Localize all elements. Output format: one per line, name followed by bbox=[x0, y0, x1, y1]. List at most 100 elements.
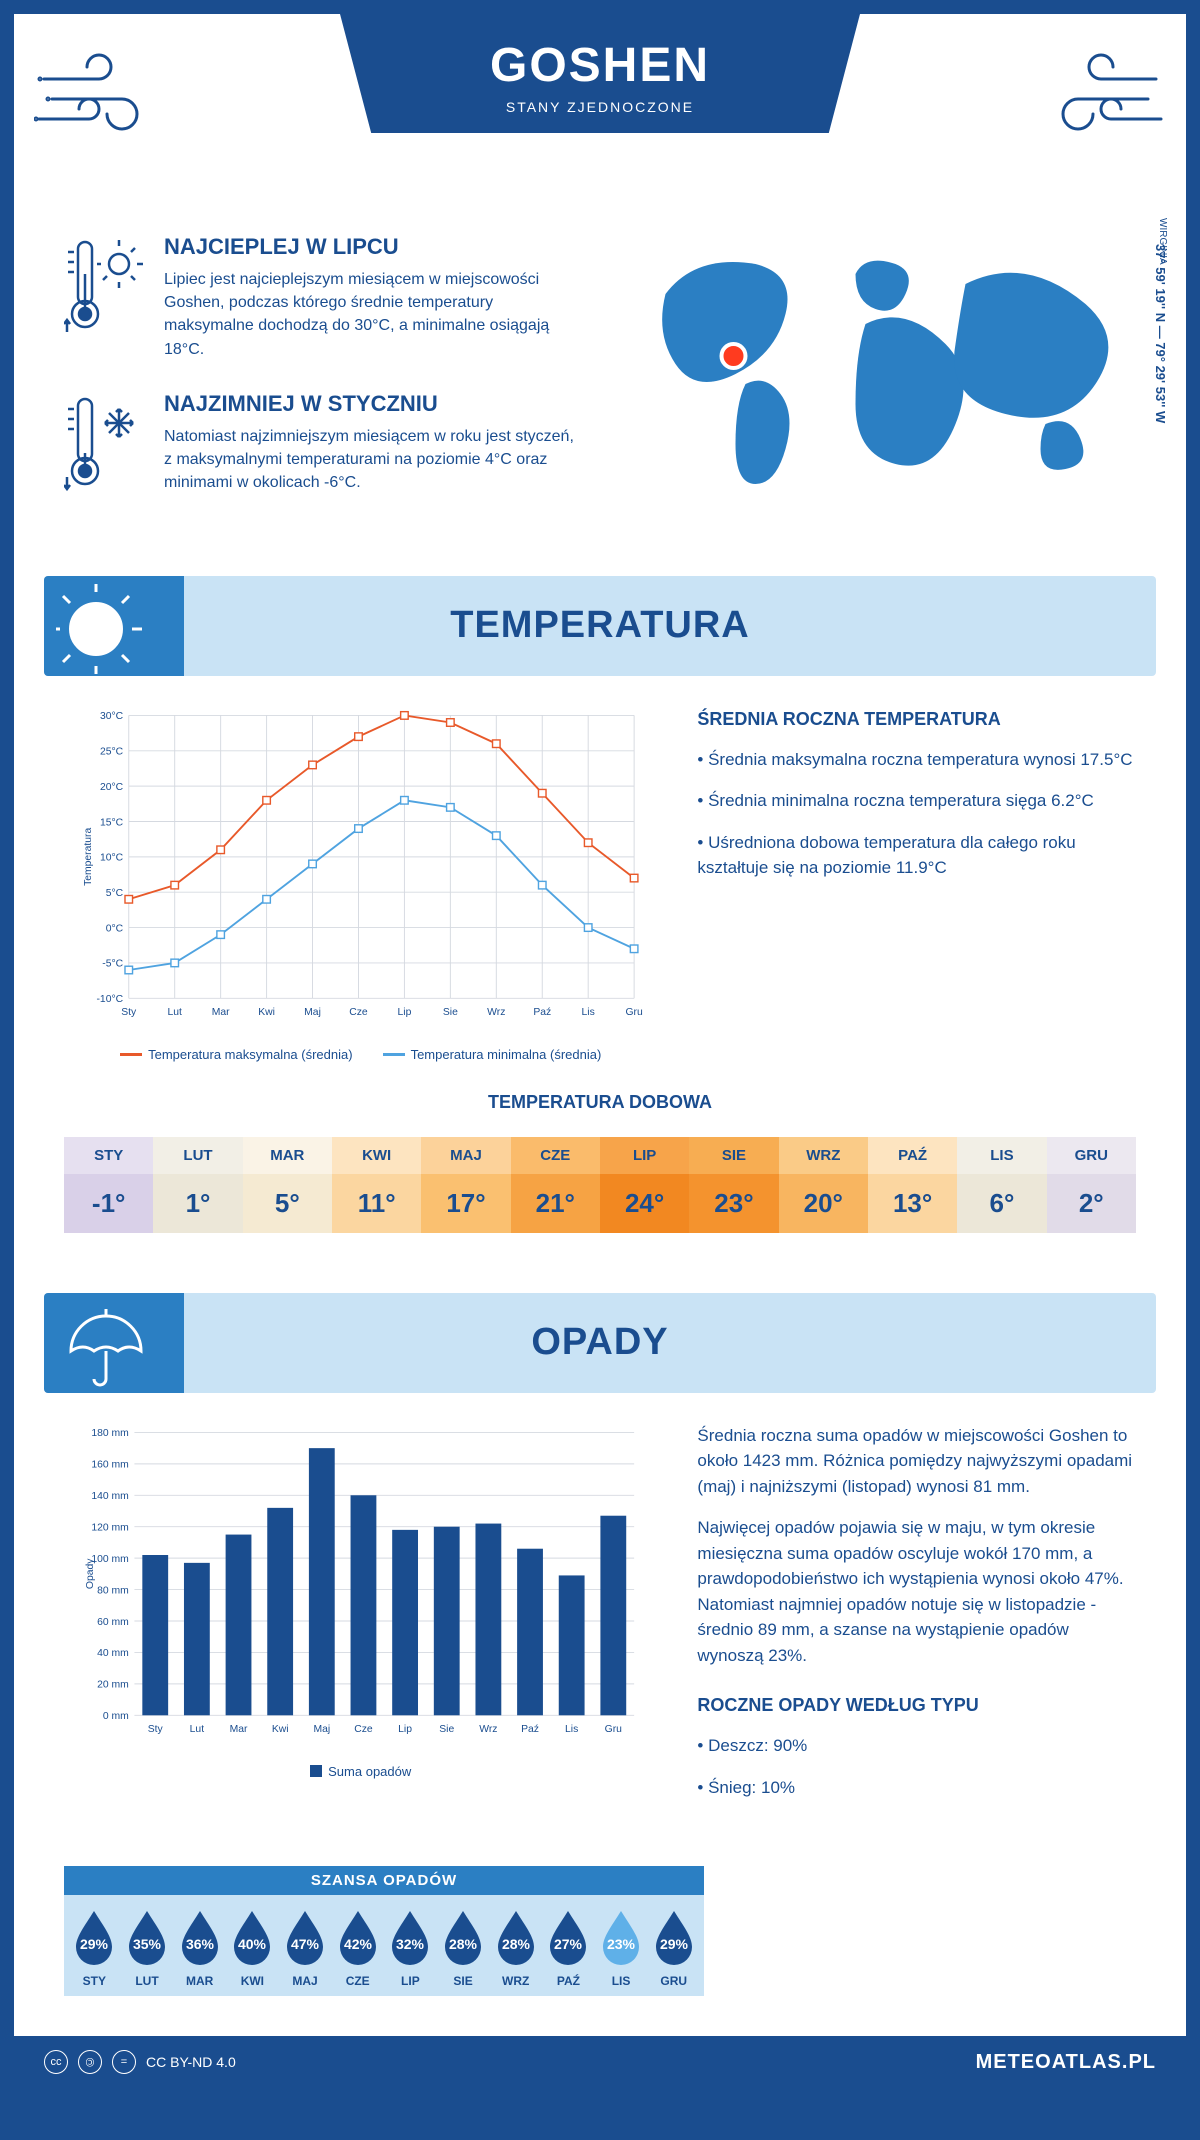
svg-text:5°C: 5°C bbox=[106, 888, 124, 899]
daily-cell: SIE23° bbox=[689, 1127, 778, 1243]
facts-column: NAJCIEPLEJ W LIPCU Lipiec jest najcieple… bbox=[64, 234, 585, 536]
svg-text:40%: 40% bbox=[238, 1936, 267, 1952]
svg-text:160 mm: 160 mm bbox=[91, 1459, 128, 1470]
svg-text:140 mm: 140 mm bbox=[91, 1491, 128, 1502]
svg-text:60 mm: 60 mm bbox=[97, 1617, 129, 1628]
svg-text:0 mm: 0 mm bbox=[103, 1711, 129, 1722]
svg-text:Kwi: Kwi bbox=[272, 1724, 289, 1735]
daily-cell: GRU2° bbox=[1047, 1127, 1136, 1243]
legend-item: Temperatura minimalna (średnia) bbox=[383, 1047, 602, 1062]
drop-cell: 29% STY bbox=[68, 1909, 121, 1988]
site-name: METEOATLAS.PL bbox=[976, 2051, 1156, 2074]
svg-text:20°C: 20°C bbox=[100, 782, 124, 793]
drop-cell: 27% PAŹ bbox=[542, 1909, 595, 1988]
precip-row: 0 mm20 mm40 mm60 mm80 mm100 mm120 mm140 … bbox=[14, 1423, 1186, 1847]
svg-text:Gru: Gru bbox=[625, 1007, 643, 1018]
svg-text:Lut: Lut bbox=[168, 1007, 183, 1018]
svg-text:Lip: Lip bbox=[398, 1007, 412, 1018]
drop-cell: 36% MAR bbox=[173, 1909, 226, 1988]
drop-cell: 28% WRZ bbox=[489, 1909, 542, 1988]
svg-text:Maj: Maj bbox=[313, 1724, 330, 1735]
temp-side-title: ŚREDNIA ROCZNA TEMPERATURA bbox=[697, 706, 1136, 733]
temperature-row: -10°C-5°C0°C5°C10°C15°C20°C25°C30°CStyLu… bbox=[14, 706, 1186, 1092]
fact-hot: NAJCIEPLEJ W LIPCU Lipiec jest najcieple… bbox=[64, 234, 585, 361]
umbrella-icon bbox=[56, 1301, 146, 1393]
daily-cell: KWI11° bbox=[332, 1127, 421, 1243]
svg-text:Opady: Opady bbox=[85, 1558, 96, 1589]
svg-text:Wrz: Wrz bbox=[487, 1007, 505, 1018]
daily-cell: LUT1° bbox=[153, 1127, 242, 1243]
svg-text:0°C: 0°C bbox=[106, 923, 124, 934]
daily-temp-title: TEMPERATURA DOBOWA bbox=[14, 1092, 1186, 1113]
precip-type-bullet: • Śnieg: 10% bbox=[697, 1775, 1136, 1801]
svg-text:Lis: Lis bbox=[582, 1007, 595, 1018]
svg-text:180 mm: 180 mm bbox=[91, 1428, 128, 1439]
daily-cell: LIP24° bbox=[600, 1127, 689, 1243]
drop-cell: 35% LUT bbox=[121, 1909, 174, 1988]
by-icon: 🄯 bbox=[78, 2050, 102, 2074]
svg-text:-10°C: -10°C bbox=[96, 994, 123, 1005]
header: GOSHEN STANY ZJEDNOCZONE bbox=[14, 14, 1186, 214]
sun-icon bbox=[56, 584, 146, 676]
svg-text:28%: 28% bbox=[502, 1936, 531, 1952]
daily-cell: LIS6° bbox=[957, 1127, 1046, 1243]
svg-text:30°C: 30°C bbox=[100, 711, 124, 722]
page-title: GOSHEN bbox=[340, 38, 860, 93]
svg-text:Sty: Sty bbox=[121, 1007, 137, 1018]
temperature-summary: ŚREDNIA ROCZNA TEMPERATURA • Średnia mak… bbox=[697, 706, 1136, 1062]
drop-cell: 47% MAJ bbox=[279, 1909, 332, 1988]
wind-icon bbox=[34, 44, 184, 159]
temp-bullet: • Średnia maksymalna roczna temperatura … bbox=[697, 747, 1136, 773]
precip-para1: Średnia roczna suma opadów w miejscowośc… bbox=[697, 1423, 1136, 1500]
precip-type-bullet: • Deszcz: 90% bbox=[697, 1733, 1136, 1759]
svg-text:40 mm: 40 mm bbox=[97, 1648, 129, 1659]
svg-text:Cze: Cze bbox=[349, 1007, 368, 1018]
temperature-heading: TEMPERATURA bbox=[450, 604, 750, 647]
svg-text:100 mm: 100 mm bbox=[91, 1554, 128, 1565]
daily-temp-table: STY-1°LUT1°MAR5°KWI11°MAJ17°CZE21°LIP24°… bbox=[64, 1127, 1136, 1243]
svg-text:42%: 42% bbox=[344, 1936, 373, 1952]
svg-text:Kwi: Kwi bbox=[258, 1007, 275, 1018]
drop-cell: 42% CZE bbox=[331, 1909, 384, 1988]
svg-text:Paź: Paź bbox=[521, 1724, 539, 1735]
precip-banner: OPADY bbox=[44, 1293, 1156, 1393]
temperature-legend: Temperatura maksymalna (średnia) Temperat… bbox=[64, 1047, 657, 1062]
precip-legend: Suma opadów bbox=[64, 1764, 657, 1779]
svg-text:Lip: Lip bbox=[398, 1724, 412, 1735]
svg-text:-5°C: -5°C bbox=[102, 958, 123, 969]
svg-text:29%: 29% bbox=[80, 1936, 109, 1952]
svg-text:25°C: 25°C bbox=[100, 746, 124, 757]
daily-cell: PAŹ13° bbox=[868, 1127, 957, 1243]
drop-cell: 29% GRU bbox=[647, 1909, 700, 1988]
precip-legend-label: Suma opadów bbox=[328, 1764, 411, 1779]
svg-text:28%: 28% bbox=[449, 1936, 478, 1952]
rain-chance-panel: SZANSA OPADÓW 29% STY 35% LUT 36% MAR 40… bbox=[64, 1866, 704, 1996]
temp-bullet: • Uśredniona dobowa temperatura dla całe… bbox=[697, 830, 1136, 881]
svg-text:Gru: Gru bbox=[605, 1724, 623, 1735]
precip-para2: Najwięcej opadów pojawia się w maju, w t… bbox=[697, 1515, 1136, 1668]
fact-cold: NAJZIMNIEJ W STYCZNIU Natomiast najzimni… bbox=[64, 391, 585, 506]
svg-text:47%: 47% bbox=[291, 1936, 320, 1952]
fact-hot-text: Lipiec jest najcieplejszym miesiącem w m… bbox=[164, 268, 585, 361]
fact-cold-text: Natomiast najzimniejszym miesiącem w rok… bbox=[164, 425, 585, 495]
fact-hot-title: NAJCIEPLEJ W LIPCU bbox=[164, 234, 585, 260]
precip-heading: OPADY bbox=[531, 1321, 668, 1364]
wind-icon bbox=[1016, 44, 1166, 159]
precip-chart: 0 mm20 mm40 mm60 mm80 mm100 mm120 mm140 … bbox=[64, 1423, 657, 1817]
thermometer-sun-icon bbox=[64, 234, 144, 361]
daily-cell: WRZ20° bbox=[779, 1127, 868, 1243]
daily-cell: CZE21° bbox=[511, 1127, 600, 1243]
svg-text:Sie: Sie bbox=[443, 1007, 458, 1018]
page-subtitle: STANY ZJEDNOCZONE bbox=[340, 99, 860, 115]
map-column: WIRGINIA 37° 59' 19'' N — 79° 29' 53'' W bbox=[615, 234, 1136, 536]
coordinates: 37° 59' 19'' N — 79° 29' 53'' W bbox=[1153, 244, 1168, 423]
drop-cell: 40% KWI bbox=[226, 1909, 279, 1988]
daily-cell: MAJ17° bbox=[421, 1127, 510, 1243]
drop-cell: 23% LIS bbox=[595, 1909, 648, 1988]
svg-text:Sie: Sie bbox=[439, 1724, 454, 1735]
legend-item: Temperatura maksymalna (średnia) bbox=[120, 1047, 352, 1062]
temp-bullet: • Średnia minimalna roczna temperatura s… bbox=[697, 788, 1136, 814]
svg-text:27%: 27% bbox=[554, 1936, 583, 1952]
svg-text:10°C: 10°C bbox=[100, 852, 124, 863]
title-banner: GOSHEN STANY ZJEDNOCZONE bbox=[340, 14, 860, 133]
